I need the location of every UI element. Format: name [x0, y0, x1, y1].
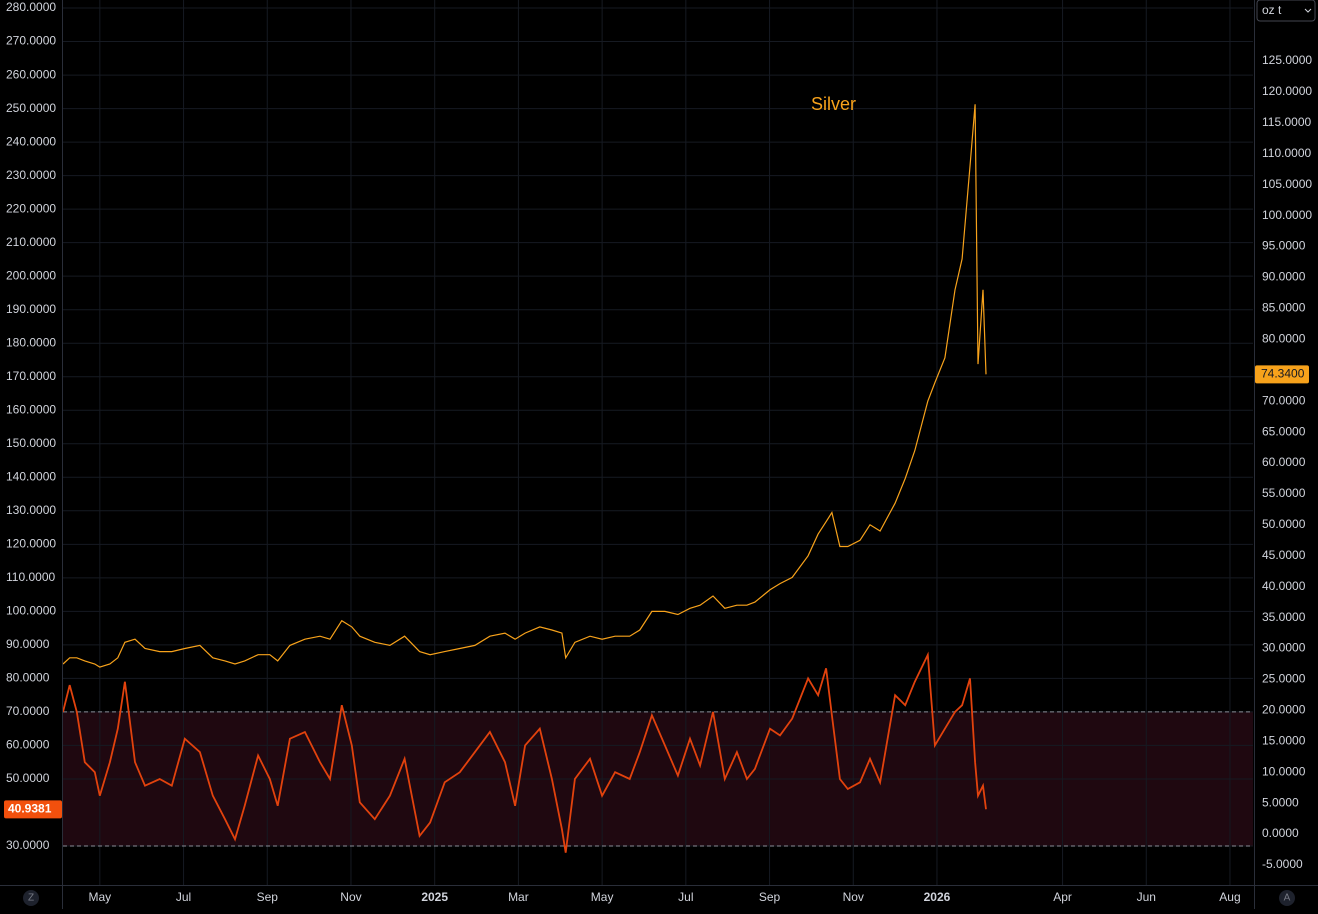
left-button[interactable] [23, 890, 39, 906]
plot: Silver [62, 94, 987, 853]
y-tick-label: 150.0000 [6, 436, 56, 450]
y2-tick-label: 105.0000 [1262, 177, 1312, 191]
y2-tick-label: 25.0000 [1262, 672, 1306, 686]
y-tick-label: 200.0000 [6, 268, 56, 282]
y-tick-label: 230.0000 [6, 168, 56, 182]
last-value-tag [4, 800, 62, 819]
x-tick-label: May [88, 890, 111, 904]
y2-tick-label: 40.0000 [1262, 579, 1306, 593]
y2-tick-label: 125.0000 [1262, 53, 1312, 67]
y2-tick-label: 120.0000 [1262, 84, 1312, 98]
y2-tick-label: 115.0000 [1262, 115, 1311, 129]
y2-tick-label: 5.0000 [1262, 795, 1299, 809]
y2-tick-label: 15.0000 [1262, 733, 1306, 747]
y-tick-label: 220.0000 [6, 201, 56, 215]
x-tick-label: Nov [843, 890, 864, 904]
y-tick-label: 190.0000 [6, 302, 56, 316]
y-tick-label: 110.0000 [6, 570, 55, 584]
x-tick-label: Mar [508, 890, 529, 904]
y-tick-label: 50.0000 [6, 771, 50, 785]
chevron[interactable] [1304, 8, 1312, 13]
y-tick-label: 240.0000 [6, 134, 56, 148]
series-line [62, 104, 987, 668]
y-tick-label: 90.0000 [6, 637, 50, 651]
unit-select[interactable] [1256, 0, 1316, 22]
y2-tick-label: 110.0000 [1262, 146, 1311, 160]
series-line [62, 651, 987, 853]
x-tick-label: Apr [1053, 890, 1072, 904]
x-tick-label: Aug [1219, 890, 1240, 904]
y-tick-label: 180.0000 [6, 335, 56, 349]
y2-tick-label: -5.0000 [1262, 857, 1303, 871]
y2-tick-label: 35.0000 [1262, 610, 1306, 624]
y2-tick-label: 90.0000 [1262, 270, 1306, 284]
y2-tick-label: 10.0000 [1262, 764, 1306, 778]
y-tick-label: 250.0000 [6, 101, 56, 115]
unit-label[interactable]: oz t [1262, 3, 1282, 17]
y2-tick-label: 30.0000 [1262, 641, 1306, 655]
last-value-label: 40.9381 [8, 801, 52, 815]
y-tick-label: 140.0000 [6, 469, 56, 483]
y-tick-label: 80.0000 [6, 671, 50, 685]
x-tick-label: May [591, 890, 614, 904]
x-tick-label: Nov [340, 890, 361, 904]
y-tick-label: 160.0000 [6, 402, 56, 416]
grid [63, 0, 1253, 885]
x-tick-label: Sep [257, 890, 279, 904]
y2-tick-label: 85.0000 [1262, 301, 1306, 315]
y-tick-label: 270.0000 [6, 34, 56, 48]
y2-tick-label: 80.0000 [1262, 331, 1306, 345]
y-tick-label: 120.0000 [6, 536, 56, 550]
y-tick-label: 60.0000 [6, 738, 50, 752]
y-tick-label: 280.0000 [6, 0, 56, 14]
right-button-label[interactable]: A [1284, 893, 1291, 904]
x-tick-label: Jul [176, 890, 191, 904]
y2-tick-label: 55.0000 [1262, 486, 1306, 500]
y2-tick-label: 100.0000 [1262, 208, 1312, 222]
x-tick-label: Jun [1137, 890, 1156, 904]
last-value-label: 74.3400 [1261, 366, 1305, 380]
y-tick-label: 210.0000 [6, 235, 56, 249]
x-tick-label: 2025 [421, 890, 448, 904]
y2-tick-label: 70.0000 [1262, 393, 1306, 407]
y2-tick-label: 50.0000 [1262, 517, 1306, 531]
left-button-label[interactable]: Z [28, 893, 34, 904]
y2-tick-label: 65.0000 [1262, 424, 1306, 438]
y2-tick-label: 0.0000 [1262, 826, 1299, 840]
y-tick-label: 260.0000 [6, 67, 56, 81]
x-tick-label: 2026 [924, 890, 951, 904]
y2-tick-label: 45.0000 [1262, 548, 1306, 562]
x-tick-label: Jul [678, 890, 693, 904]
right-button[interactable] [1279, 890, 1295, 906]
y-tick-label: 170.0000 [6, 369, 56, 383]
y-tick-label: 70.0000 [6, 704, 50, 718]
last-value-tag [1255, 365, 1309, 384]
axes: May Jul Sep Nov 2025 Mar May Jul Sep Nov 2026 Apr Ju… [4, 0, 1312, 904]
y-tick-label: 30.0000 [6, 838, 50, 852]
y-tick-label: 130.0000 [6, 503, 56, 517]
series-name: Silver [811, 94, 856, 114]
y2-tick-label: 20.0000 [1262, 703, 1306, 717]
y-tick-label: 100.0000 [6, 604, 56, 618]
x-tick-label: Sep [759, 890, 781, 904]
y2-tick-label: 60.0000 [1262, 455, 1306, 469]
y2-tick-label: 95.0000 [1262, 239, 1306, 253]
